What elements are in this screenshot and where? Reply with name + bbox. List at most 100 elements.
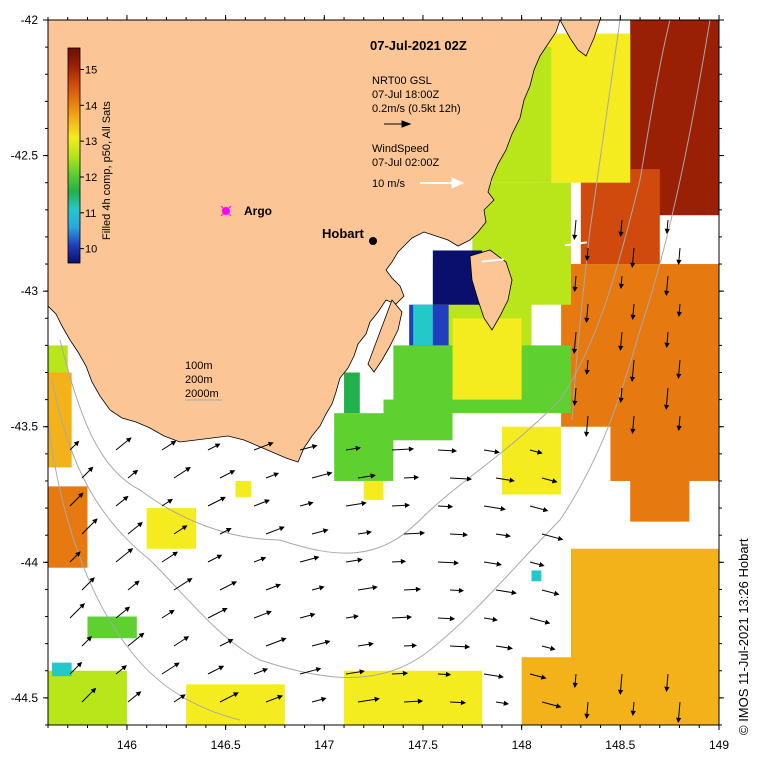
- x-axis: 146 146.5 147 147.5 148 148.5 149: [47, 15, 729, 752]
- depth-200m: 200m: [185, 374, 213, 386]
- y-tick-label: -42.5: [11, 149, 39, 163]
- current-arrow: [173, 577, 193, 591]
- current-arrow: [676, 415, 682, 432]
- current-arrow: [115, 495, 129, 507]
- sst-patch: [363, 480, 384, 500]
- current-arrow: [403, 642, 418, 649]
- current-arrow: [449, 532, 469, 538]
- current-arrow: [391, 502, 411, 508]
- current-arrow: [495, 477, 515, 483]
- wind-barb: [564, 241, 588, 247]
- sst-patch: [48, 486, 88, 568]
- land-tasmania: [48, 20, 561, 463]
- x-tick-label: 149: [709, 738, 729, 752]
- colorbar-tick-label: 13: [85, 136, 97, 148]
- sst-patch: [452, 318, 522, 400]
- current-arrow: [529, 561, 545, 568]
- current-arrow: [437, 615, 456, 622]
- sst-patch: [580, 169, 660, 265]
- wind-scale-arrow: [420, 177, 465, 189]
- current-arrow: [299, 612, 316, 619]
- current-arrow: [618, 387, 624, 404]
- current-arrow: [81, 687, 97, 703]
- current-arrow: [495, 645, 513, 651]
- current-arrow: [664, 219, 670, 235]
- current-arrow: [69, 661, 83, 675]
- current-arrow: [173, 694, 186, 703]
- current-arrow: [572, 673, 578, 689]
- current-arrow: [437, 560, 460, 566]
- current-arrow: [253, 610, 272, 619]
- sst-patch: [413, 304, 433, 346]
- current-arrow: [253, 667, 269, 675]
- current-arrow: [345, 445, 361, 452]
- current-arrow: [207, 496, 226, 507]
- x-tick-label: 147.5: [408, 738, 438, 752]
- current-arrow: [345, 500, 367, 507]
- current-arrow: [219, 692, 239, 703]
- current-arrow: [483, 449, 500, 455]
- wind-legend: WindSpeed 07-Jul 02:00Z 10 m/s: [372, 143, 465, 190]
- current-arrow: [572, 275, 578, 293]
- current-arrow: [618, 331, 624, 352]
- current-arrow: [541, 533, 564, 541]
- sst-patch: [48, 372, 72, 468]
- colorbar-tick-label: 10: [85, 244, 97, 256]
- current-arrow: [618, 275, 624, 290]
- current-arrow: [115, 606, 131, 619]
- colorbar-label: Filled 4h comp, p50, All Sats: [101, 101, 113, 240]
- current-scale-arrow: [384, 120, 412, 128]
- sst-patch: [344, 372, 360, 414]
- current-arrow: [391, 558, 407, 565]
- y-tick-label: -44: [21, 555, 39, 569]
- credit-text: © IMOS 11-Jul-2021 13:26 Hobart: [736, 538, 751, 736]
- current-arrow: [495, 532, 511, 539]
- current-arrow: [437, 503, 454, 510]
- x-tick-label: 146: [117, 738, 137, 752]
- y-tick-label: -44.5: [11, 691, 39, 705]
- current-arrow: [207, 607, 228, 619]
- current-arrow: [449, 476, 473, 482]
- current-arrow: [311, 528, 329, 535]
- current-arrow: [345, 614, 359, 620]
- current-arrow: [584, 359, 590, 376]
- current-arrow: [127, 469, 139, 479]
- colorbar-tick-label: 12: [85, 172, 97, 184]
- hobart-marker: Hobart: [322, 226, 377, 245]
- current-arrow: [219, 639, 234, 647]
- current-arrow: [69, 551, 81, 563]
- current-arrow: [81, 636, 92, 647]
- current-arrow: [529, 505, 549, 513]
- sst-patch: [87, 616, 137, 639]
- current-arrow: [265, 526, 285, 535]
- current-arrow: [115, 437, 132, 451]
- current-arrow: [81, 577, 95, 591]
- depth-2000m: 2000m: [185, 388, 219, 400]
- current-arrow: [676, 303, 682, 318]
- current-arrow: [449, 699, 467, 706]
- current-arrow: [437, 448, 458, 454]
- current-arrow: [219, 581, 238, 591]
- current-arrow: [311, 471, 333, 479]
- x-tick-label: 147: [314, 738, 334, 752]
- land-bruny-island: [367, 299, 403, 373]
- sst-patch: [51, 662, 72, 677]
- current-arrow: [541, 701, 562, 709]
- y-tick-label: -42: [21, 13, 39, 27]
- current-arrows: [69, 219, 682, 724]
- current-arrow: [630, 701, 636, 717]
- colorbar-tick-label: 15: [85, 65, 97, 77]
- current-arrow: [127, 691, 142, 703]
- current-arrow: [345, 557, 363, 563]
- current-arrow: [403, 530, 426, 536]
- wind-label: WindSpeed: [372, 143, 429, 155]
- y-tick-label: -43: [21, 284, 39, 298]
- sst-patch: [630, 453, 690, 522]
- map-title: 07-Jul-2021 02Z: [370, 38, 467, 53]
- colorbar-tick-label: 14: [85, 100, 97, 112]
- current-arrow: [572, 387, 578, 407]
- current-arrow: [529, 449, 543, 455]
- current-arrow: [253, 499, 270, 507]
- current-arrow: [299, 444, 318, 451]
